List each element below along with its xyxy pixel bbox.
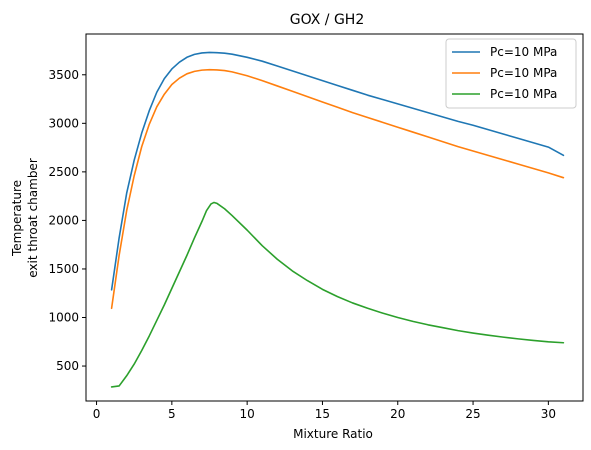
x-tick-label: 10 (240, 407, 255, 421)
axes-frame (85, 33, 584, 402)
chart-title: GOX / GH2 (290, 12, 364, 28)
x-tick-label: 5 (168, 407, 176, 421)
y-tick-label: 3000 (48, 116, 79, 130)
x-axis: 0 5 10 15 20 25 30 (93, 401, 556, 421)
series-layer (110, 51, 565, 388)
x-axis-label: Mixture Ratio (293, 427, 373, 441)
legend-label-1: Pc=10 MPa (490, 45, 557, 59)
legend-label-3: Pc=10 MPa (490, 87, 557, 101)
y-tick-label: 500 (56, 359, 79, 373)
series-line-1 (110, 51, 565, 291)
x-tick-label: 15 (315, 407, 330, 421)
x-tick-label: 0 (93, 407, 101, 421)
y-tick-label: 2500 (48, 165, 79, 179)
series-line-2 (110, 68, 565, 310)
x-tick-label: 30 (541, 407, 556, 421)
y-tick-label: 1500 (48, 262, 79, 276)
y-tick-label: 3500 (48, 68, 79, 82)
legend-box (445, 38, 577, 109)
y-tick-label: 1000 (48, 311, 79, 325)
y-tick-label: 2000 (48, 213, 79, 227)
series-line-3 (110, 201, 565, 388)
y-axis-label-line-2: exit throat chamber (26, 158, 40, 278)
x-tick-label: 20 (390, 407, 405, 421)
y-axis-label-line-1: Temperature (10, 180, 24, 257)
y-axis-label: Temperature exit throat chamber (10, 158, 40, 278)
legend: Pc=10 MPa Pc=10 MPa Pc=10 MPa (445, 38, 577, 109)
x-tick-label: 25 (465, 407, 480, 421)
y-axis: 500 1000 1500 2000 2500 3000 3500 (48, 68, 86, 373)
legend-label-2: Pc=10 MPa (490, 66, 557, 80)
